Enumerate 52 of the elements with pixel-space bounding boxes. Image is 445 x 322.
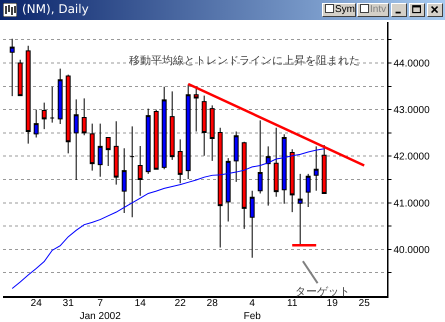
candlestick: [114, 120, 119, 186]
candlestick: [226, 158, 231, 222]
candlestick: [146, 108, 151, 174]
candlestick: [210, 104, 215, 162]
candlestick: [26, 45, 31, 144]
candlestick: [290, 148, 295, 213]
x-tick-label: 4 Feb: [244, 298, 262, 322]
x-tick-label: 11: [287, 298, 298, 309]
candlestick: [90, 123, 95, 172]
x-tick-label: 7 Jan 2002: [80, 298, 122, 322]
x-tick-label: 22: [174, 298, 186, 309]
candlestick: [242, 141, 247, 230]
toggle-button: Sym: [322, 3, 356, 17]
x-tick-label: 28: [206, 298, 218, 309]
chart-title: (NM), Daily: [22, 2, 89, 16]
candlestick: [130, 126, 135, 218]
y-tick-label: 42.0000: [394, 152, 430, 163]
annotation: 移動平均線とトレンドラインに上昇を阻まれた: [129, 54, 360, 67]
x-tick-label: 14: [134, 298, 146, 309]
candlestick: [162, 86, 167, 170]
x-tick-label: 31: [62, 298, 74, 309]
y-tick-label: 40.0000: [394, 244, 430, 256]
candlestick: [18, 59, 23, 96]
candlestick: [154, 109, 159, 170]
x-tick-label: 19: [326, 298, 338, 309]
candlestick: [298, 173, 303, 246]
candlestick: [186, 84, 191, 180]
y-tick-label: 43.0000: [394, 105, 430, 116]
candlestick: [106, 137, 111, 166]
candlestick: [42, 102, 47, 130]
candlestick: [58, 68, 63, 125]
y-tick-label: 44.0000: [394, 58, 430, 70]
candlestick: [82, 98, 87, 136]
candlestick: [74, 98, 79, 180]
y-tick-label: 41.0000: [394, 198, 430, 210]
candlestick: [34, 109, 39, 138]
candlestick: [218, 127, 223, 248]
candlestick: [202, 95, 207, 156]
candlestick: [178, 138, 183, 184]
candlestick: [170, 90, 175, 160]
candlestick: [138, 145, 143, 196]
candlestick: [50, 86, 55, 124]
candlestick: [306, 173, 311, 208]
candlestick: [274, 127, 279, 198]
x-tick-label: 25: [358, 298, 370, 309]
toggle-button: Intv: [357, 3, 389, 17]
annotation: ターゲット: [295, 285, 350, 298]
candlestick: [10, 38, 15, 97]
candlestick: [98, 123, 103, 178]
candlestick: [250, 190, 255, 258]
candlestick: [66, 74, 71, 154]
x-tick-label: 24: [30, 298, 42, 309]
